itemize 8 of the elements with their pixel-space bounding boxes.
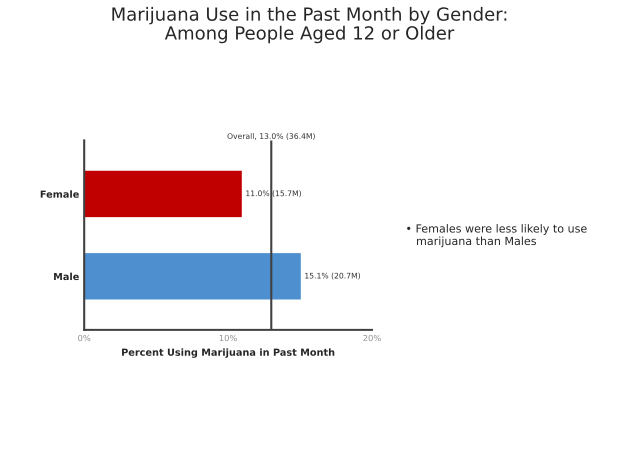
- y-tick-label: Female: [40, 190, 79, 198]
- chart-title: Marijuana Use in the Past Month by Gender: Among People Aged 12 or Older: [112, 6, 506, 44]
- x-axis-title: Percent Using Marijuana in Past Month: [122, 348, 334, 358]
- x-tick-label: 0%: [78, 334, 90, 342]
- y-tick-label: Male: [54, 272, 79, 280]
- x-tick-label: 10%: [220, 334, 237, 342]
- text: • Females were less likely to use marijuana than Males: [407, 224, 587, 248]
- x-tick-label: 20%: [363, 334, 381, 342]
